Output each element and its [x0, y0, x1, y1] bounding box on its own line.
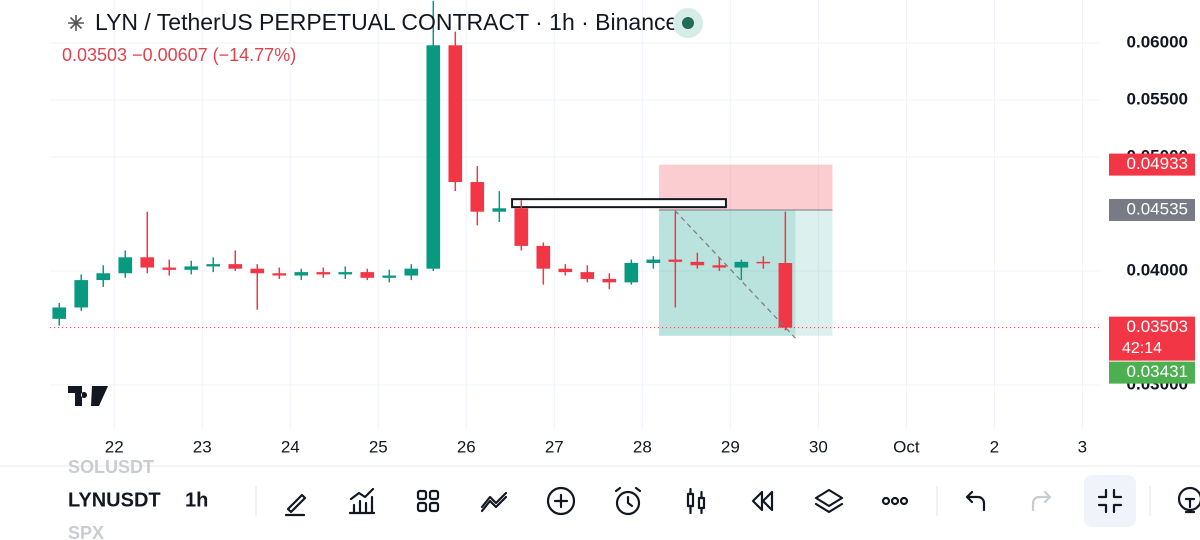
candle-body	[140, 257, 155, 268]
x-tick-label: Oct	[893, 437, 920, 456]
candle-body	[448, 45, 463, 183]
candle-body	[712, 265, 727, 268]
candle-body	[778, 262, 793, 328]
undo[interactable]	[965, 490, 986, 512]
chart-icon	[68, 15, 84, 31]
target-zone	[659, 209, 833, 336]
candle-body	[426, 45, 441, 269]
toolbar: SOLUSDT LYNUSDT SPX 1h	[0, 457, 1200, 540]
candle-body	[162, 267, 177, 270]
tv-logo	[68, 386, 108, 406]
candle-body	[602, 278, 617, 283]
candle-body	[338, 272, 353, 275]
candle-body	[536, 245, 551, 269]
x-tick-label: 3	[1078, 437, 1087, 456]
x-tick-label: 30	[809, 437, 828, 456]
alert[interactable]	[614, 486, 642, 516]
candle-body	[118, 257, 133, 274]
candle-body	[492, 208, 507, 212]
add[interactable]	[546, 486, 576, 516]
price-label: 0.04535	[1127, 199, 1188, 218]
price-label-bg	[1109, 316, 1195, 361]
x-tick-label: 28	[633, 437, 652, 456]
y-tick-label: 0.05500	[1127, 89, 1188, 108]
candle-body	[74, 280, 89, 308]
trend-line	[674, 210, 796, 339]
x-tick-label: 23	[193, 437, 212, 456]
candle-body	[404, 268, 419, 276]
candle-body	[316, 272, 331, 275]
candle-body	[470, 182, 485, 212]
candle-body	[184, 266, 199, 270]
candle-body	[756, 261, 771, 264]
status-dot	[682, 17, 694, 29]
bar-style[interactable]	[686, 487, 706, 515]
candle-body	[96, 273, 111, 281]
y-tick-label: 0.04000	[1127, 260, 1188, 279]
target-zone-elapsed	[659, 209, 796, 336]
indicators[interactable]	[348, 487, 376, 515]
layouts[interactable]	[416, 489, 440, 513]
ideas[interactable]	[1177, 486, 1200, 514]
draw-tool[interactable]	[284, 493, 307, 517]
fullscreen-bg	[1084, 475, 1136, 527]
price-label: 0.03503	[1127, 317, 1188, 336]
more[interactable]	[881, 496, 909, 506]
symbol[interactable]: LYNUSDT	[68, 489, 161, 511]
candle-body	[558, 268, 573, 273]
price-label: 0.04933	[1127, 154, 1188, 173]
redo[interactable]	[1031, 490, 1052, 512]
x-tick-label: 22	[105, 437, 124, 456]
rectangle-drawing	[511, 198, 727, 209]
fullscreen[interactable]	[1097, 488, 1123, 514]
chart-title: LYN / TetherUS PERPETUAL CONTRACT · 1h ·…	[95, 9, 678, 35]
candle-body	[690, 261, 705, 266]
price-label-bg	[1109, 153, 1195, 176]
candle-body	[514, 208, 529, 246]
overlay: LYN / TetherUS PERPETUAL CONTRACT · 1h ·…	[62, 8, 703, 406]
candle-body	[360, 272, 375, 278]
x-tick-label: 27	[545, 437, 564, 456]
interval[interactable]: 1h	[185, 489, 208, 511]
y-tick-label: 0.06000	[1127, 32, 1188, 51]
candle-body	[624, 262, 639, 283]
price-label-bg	[1109, 361, 1195, 384]
x-tick-label: 24	[281, 437, 300, 456]
x-tick-label: 29	[721, 437, 740, 456]
candle-body	[382, 275, 397, 278]
candle-body	[580, 272, 595, 279]
candle-body	[646, 259, 661, 263]
candle-body	[206, 264, 221, 267]
price-label: 0.03431	[1127, 362, 1188, 381]
quote: 0.03503 −0.00607 (−14.77%)	[62, 45, 296, 65]
candle-body	[228, 264, 243, 269]
x-tick-label: 26	[457, 437, 476, 456]
x-tick-label: 2	[990, 437, 999, 456]
candle-body	[52, 307, 67, 319]
candle-body	[294, 272, 309, 276]
countdown: 42:14	[1122, 340, 1162, 357]
series	[52, 0, 833, 339]
candle-body	[250, 268, 265, 274]
plot-area: 22 23 24 25 26 27 28 29 30 Oct 2 30.060000.055000.0…	[50, 0, 1195, 456]
x-tick-label: 25	[369, 437, 388, 456]
symbol-above[interactable]: SOLUSDT	[68, 457, 154, 477]
price-label-bg	[1109, 198, 1195, 221]
layers[interactable]	[814, 488, 844, 514]
candle-body	[272, 273, 287, 276]
symbol-below[interactable]: SPX	[68, 523, 104, 540]
replay[interactable]	[751, 490, 774, 512]
compare[interactable]	[480, 491, 508, 513]
candle-body	[734, 261, 749, 268]
candle-body	[668, 259, 683, 262]
